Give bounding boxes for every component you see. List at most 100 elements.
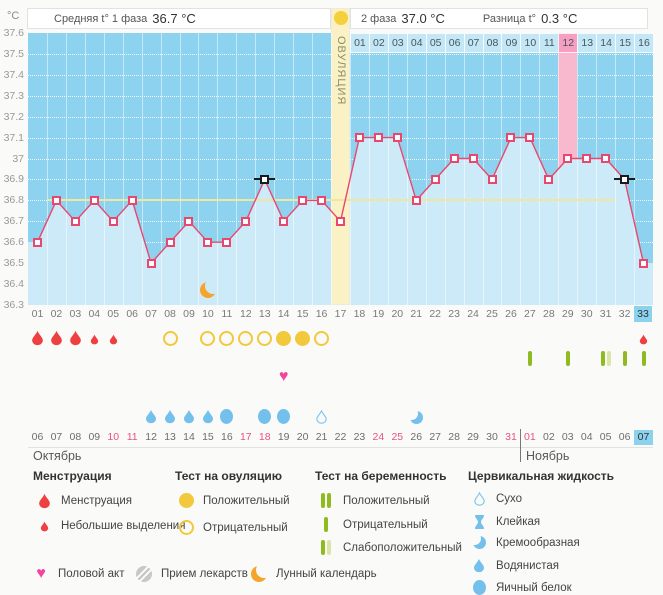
- y-axis-unit: °C: [7, 10, 20, 22]
- temp-marker[interactable]: [525, 133, 535, 143]
- cervical-watery-icon: [142, 408, 161, 425]
- date-label: 24: [372, 431, 385, 443]
- day-label[interactable]: 03: [69, 308, 82, 320]
- day-label[interactable]: 24: [467, 308, 479, 320]
- day-label[interactable]: 07: [145, 308, 157, 320]
- moon-icon: [198, 282, 217, 298]
- temp-marker[interactable]: [222, 237, 232, 247]
- temp-marker[interactable]: [146, 258, 156, 268]
- temp-marker[interactable]: [620, 174, 630, 184]
- day-label[interactable]: 17: [334, 308, 347, 320]
- temp-marker[interactable]: [32, 237, 42, 247]
- temp-marker[interactable]: [260, 174, 270, 184]
- day-label[interactable]: 21: [410, 308, 423, 320]
- day-label[interactable]: 19: [372, 308, 385, 320]
- temp-marker[interactable]: [279, 216, 289, 226]
- temp-marker[interactable]: [506, 133, 516, 143]
- phase2-day-cell[interactable]: 16: [634, 33, 654, 53]
- phase2-day-cell[interactable]: 12: [558, 33, 579, 53]
- phase2-day-cell[interactable]: 11: [539, 33, 560, 53]
- phase2-day-cell[interactable]: 03: [387, 33, 408, 53]
- column-separator: [198, 33, 200, 305]
- temp-marker[interactable]: [392, 133, 402, 143]
- phase2-day-cell[interactable]: 15: [615, 33, 636, 53]
- column-separator: [596, 33, 598, 305]
- bars-weak-icon: [315, 540, 337, 555]
- temp-marker[interactable]: [165, 237, 175, 247]
- ovulation-test-negative-icon: [236, 330, 255, 346]
- temp-marker[interactable]: [241, 216, 251, 226]
- ovulation-test-negative-icon: [161, 330, 180, 346]
- temp-marker[interactable]: [411, 195, 421, 205]
- phase2-day-cell[interactable]: 07: [463, 33, 484, 53]
- temp-marker[interactable]: [89, 195, 99, 205]
- temp-marker[interactable]: [108, 216, 118, 226]
- day-label[interactable]: 33: [634, 306, 652, 322]
- legend-item-label: Отрицательный: [203, 521, 288, 534]
- phase2-day-cell[interactable]: 09: [501, 33, 522, 53]
- phase2-day-cell[interactable]: 04: [406, 33, 427, 53]
- day-label[interactable]: 20: [391, 308, 404, 320]
- day-label[interactable]: 26: [505, 308, 517, 320]
- temp-marker[interactable]: [544, 174, 554, 184]
- day-label[interactable]: 08: [164, 308, 176, 320]
- temp-marker[interactable]: [601, 154, 611, 164]
- day-label[interactable]: 14: [277, 308, 290, 320]
- day-label[interactable]: 02: [50, 308, 63, 320]
- date-label: 25: [391, 431, 404, 443]
- temp-marker[interactable]: [51, 195, 61, 205]
- day-label[interactable]: 28: [542, 308, 555, 320]
- day-label[interactable]: 09: [183, 308, 195, 320]
- column-separator: [141, 33, 143, 305]
- phase2-day-cell[interactable]: 08: [482, 33, 503, 53]
- temp-marker[interactable]: [70, 216, 80, 226]
- temp-marker[interactable]: [317, 195, 327, 205]
- month-divider: [520, 429, 522, 462]
- day-label[interactable]: 32: [618, 308, 631, 320]
- day-label[interactable]: 01: [31, 308, 44, 320]
- day-label[interactable]: 05: [107, 308, 120, 320]
- day-label[interactable]: 06: [126, 308, 138, 320]
- temp-marker[interactable]: [127, 195, 137, 205]
- temp-marker[interactable]: [430, 174, 440, 184]
- diff-value: 0.3 °C: [541, 11, 578, 26]
- day-label[interactable]: 12: [239, 308, 252, 320]
- temp-marker[interactable]: [639, 258, 649, 268]
- temp-marker[interactable]: [184, 216, 194, 226]
- temp-marker[interactable]: [354, 133, 364, 143]
- day-label[interactable]: 23: [448, 308, 460, 320]
- day-label[interactable]: 04: [88, 308, 101, 320]
- day-label[interactable]: 31: [599, 308, 612, 320]
- day-label[interactable]: 27: [524, 308, 536, 320]
- day-label[interactable]: 29: [561, 308, 574, 320]
- day-label[interactable]: 13: [258, 308, 271, 320]
- phase2-day-cell[interactable]: 06: [444, 33, 465, 53]
- temp-marker[interactable]: [468, 154, 478, 164]
- day-label[interactable]: 15: [296, 308, 309, 320]
- day-label[interactable]: 16: [315, 308, 328, 320]
- ovulation-band-label: ОВУЛЯЦИЯ: [335, 36, 348, 106]
- temp-marker[interactable]: [449, 154, 459, 164]
- temp-marker[interactable]: [203, 237, 213, 247]
- phase2-day-cell[interactable]: 14: [596, 33, 617, 53]
- day-label[interactable]: 10: [202, 308, 214, 320]
- legend-item-label: Положительный: [203, 494, 290, 507]
- day-label[interactable]: 18: [353, 308, 366, 320]
- phase2-day-cell[interactable]: 10: [520, 33, 541, 53]
- temp-marker[interactable]: [487, 174, 497, 184]
- day-label[interactable]: 11: [221, 308, 233, 320]
- temp-marker[interactable]: [336, 216, 345, 226]
- temp-marker[interactable]: [582, 154, 592, 164]
- phase2-day-cell[interactable]: 05: [425, 33, 446, 53]
- temp-marker[interactable]: [563, 154, 573, 164]
- day-label[interactable]: 30: [580, 308, 593, 320]
- day-label[interactable]: 22: [429, 308, 442, 320]
- date-label: 01: [524, 431, 536, 443]
- drop-large-icon: [33, 493, 55, 509]
- phase2-day-cell[interactable]: 01: [349, 33, 370, 53]
- temp-marker[interactable]: [373, 133, 383, 143]
- phase2-day-cell[interactable]: 13: [577, 33, 598, 53]
- phase2-day-cell[interactable]: 02: [368, 33, 389, 53]
- day-label[interactable]: 25: [486, 308, 498, 320]
- temp-marker[interactable]: [298, 195, 308, 205]
